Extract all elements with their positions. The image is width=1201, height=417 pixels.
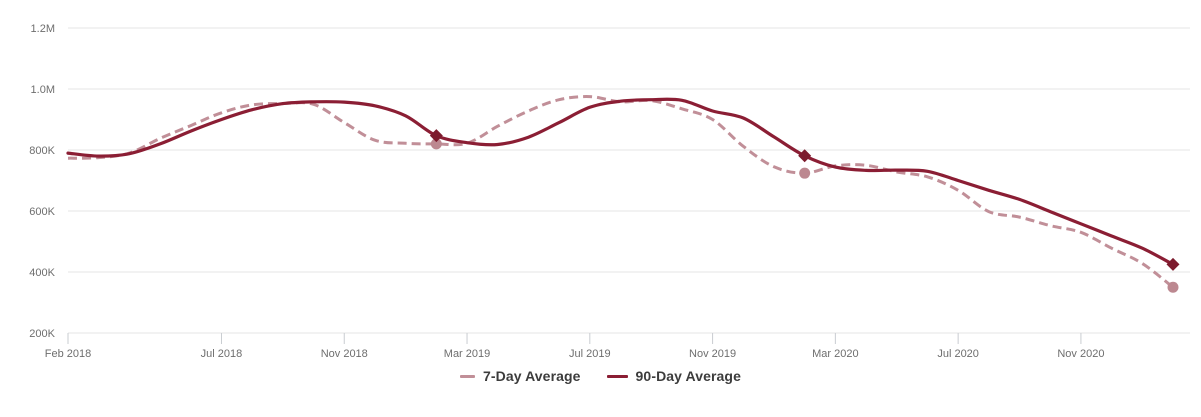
x-axis-tick-label: Jul 2019	[569, 348, 611, 360]
x-axis-tick-label: Jul 2020	[937, 348, 979, 360]
data-point-circle-7-day-average[interactable]	[1167, 281, 1179, 293]
series-line-7-day-average	[67, 95, 1174, 289]
data-point-circle-7-day-average[interactable]	[799, 167, 811, 179]
y-axis-tick-label: 800K	[29, 145, 55, 157]
x-axis-tick-label: Mar 2019	[444, 348, 490, 360]
data-point-diamond-90-day-average[interactable]	[1166, 257, 1180, 271]
y-axis-tick-label: 1.0M	[31, 84, 55, 96]
x-axis-tick-label: Nov 2019	[689, 348, 736, 360]
legend-solid-line-icon	[606, 374, 628, 378]
x-axis-tick-label: Nov 2018	[321, 348, 368, 360]
x-axis-tick-label: Jul 2018	[201, 348, 243, 360]
x-axis-tick-label: Feb 2018	[45, 348, 91, 360]
x-axis-tick-label: Mar 2020	[812, 348, 858, 360]
x-axis-tick-label: Nov 2020	[1057, 348, 1104, 360]
plot-area: 1.2M 1.0M 800K 600K 400K 200K Feb 2018 Jul 2018…	[29, 23, 1190, 360]
legend-item-7-day-average[interactable]: 7-Day Average	[460, 368, 581, 384]
data-point-diamond-90-day-average[interactable]	[429, 129, 443, 143]
y-axis-tick-label: 1.2M	[31, 23, 55, 35]
legend-dashed-line-icon	[460, 374, 475, 378]
series-line-90-day-average	[66, 97, 1175, 266]
data-point-diamond-90-day-average[interactable]	[798, 149, 812, 163]
legend-label: 90-Day Average	[635, 368, 741, 384]
y-axis-tick-label: 400K	[29, 267, 55, 279]
data-point-circle-7-day-average[interactable]	[430, 138, 442, 150]
y-axis-tick-label: 200K	[29, 328, 55, 340]
y-axis-tick-label: 600K	[29, 206, 55, 218]
legend-item-90-day-average[interactable]: 90-Day Average	[606, 368, 741, 384]
chart-legend: 7-Day Average 90-Day Average	[0, 368, 1201, 384]
legend-label: 7-Day Average	[483, 368, 581, 384]
